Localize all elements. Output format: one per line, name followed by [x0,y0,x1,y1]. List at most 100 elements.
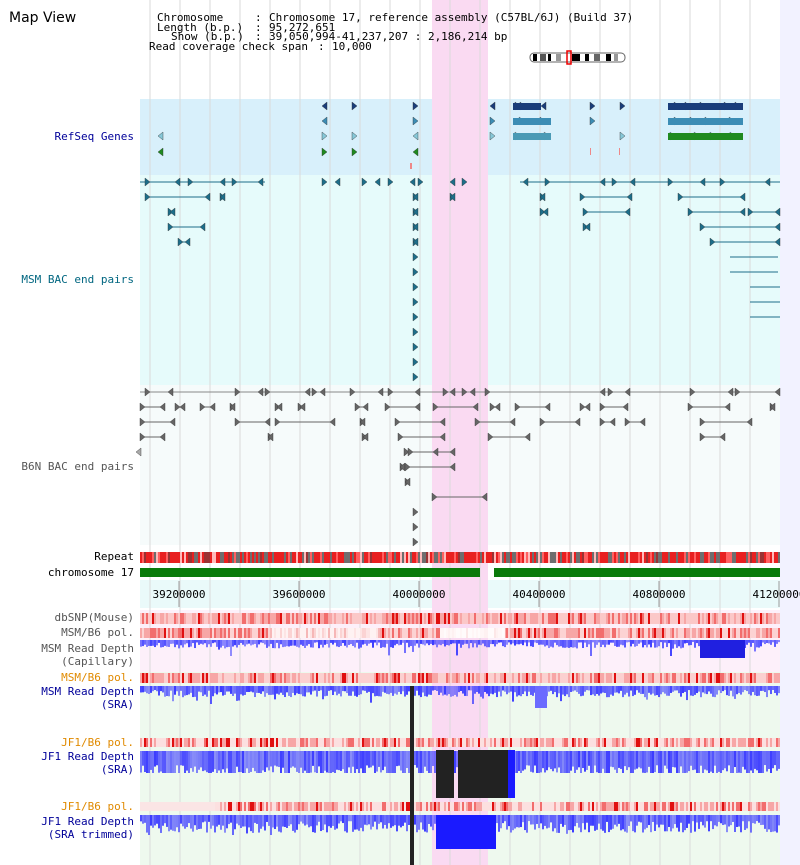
polymorphism-cell [230,802,232,811]
polymorphism-cell [778,802,780,811]
repeat-segment [472,552,474,563]
read-depth-bar [604,751,606,773]
read-depth-bar [172,751,174,773]
polymorphism-cell [586,628,588,638]
polymorphism-cell [640,738,642,747]
read-depth-bar [162,815,164,826]
repeat-segment [230,552,232,563]
polymorphism-cell [228,673,230,683]
repeat-segment [260,552,262,563]
feature-arrow [727,387,734,397]
polymorphism-cell [450,802,452,811]
polymorphism-cell [690,802,692,811]
polymorphism-cell [478,738,480,747]
b6n-bac-track[interactable] [135,387,781,547]
read-depth-bar [248,751,250,773]
polymorphism-tracks[interactable] [140,613,780,811]
read-depth-bar [596,751,598,773]
polymorphism-cell [244,738,246,747]
polymorphism-cell [446,738,448,747]
read-depth-bar [218,686,220,693]
repeat-segment [618,552,620,563]
read-depth-bar [590,751,592,773]
ideogram-band [540,54,546,61]
polymorphism-cell [738,673,740,683]
polymorphism-cell [294,613,296,624]
right-gutter [780,0,800,865]
polymorphism-cell [410,628,412,638]
read-depth-bar [156,751,158,766]
bac-end [159,402,166,412]
read-depth-bar [482,686,484,699]
polymorphism-cell [432,802,434,811]
polymorphism-cell [436,628,438,638]
polymorphism-cell [526,673,528,683]
polymorphism-cell [542,673,544,683]
read-depth-bar [550,686,552,691]
polymorphism-cell [224,738,226,747]
polymorphism-cell [468,738,470,747]
feature-arrow [231,177,238,187]
polymorphism-cell [152,673,154,683]
feature-arrow [461,177,468,187]
polymorphism-cell [296,613,298,624]
read-depth-bar [564,640,566,648]
polymorphism-cell [380,673,382,683]
polymorphism-cell [328,738,330,747]
polymorphism-cell [312,738,314,747]
polymorphism-cell [712,613,714,624]
read-depth-bar [588,686,590,691]
repeat-segment [276,552,278,563]
coverage-key: Read coverage check span [149,40,308,53]
read-depth-bar [298,751,300,773]
polymorphism-cell [368,802,370,811]
read-depth-bar [674,686,676,691]
bac-end [234,417,241,427]
polymorphism-cell [294,738,296,747]
read-depth-bar [308,815,310,828]
read-depth-bar [254,640,256,644]
read-depth-bar [154,686,156,691]
feature-arrow [257,387,264,397]
polymorphism-cell [720,673,722,683]
read-depth-bar [770,751,772,773]
polymorphism-cell [716,738,718,747]
polymorphism-cell [546,738,548,747]
polymorphism-cell [744,802,746,811]
chromosome-ideogram[interactable] [529,50,626,65]
polymorphism-cell [258,738,260,747]
read-depth-bar [736,815,738,827]
repeat-segment [432,552,434,563]
read-depth-bar [616,751,618,773]
polymorphism-cell [362,802,364,811]
read-depth-bar [428,751,430,773]
read-depth-bar [616,815,618,827]
bac-end [539,417,546,427]
length-key: Length (b.p.) [157,21,244,34]
read-depth-bar [708,815,710,832]
read-depth-bar [554,815,556,829]
polymorphism-cell [490,613,492,624]
read-depth-tracks[interactable] [140,640,780,865]
read-depth-bar [600,640,602,648]
polymorphism-cell [754,673,756,683]
polymorphism-cell [562,673,564,683]
read-depth-bar [584,686,586,692]
read-depth-bar [762,686,764,691]
refseq-genes-track[interactable] [157,101,743,169]
read-depth-bar [426,751,428,771]
polymorphism-cell [264,738,266,747]
read-depth-bar [384,686,386,693]
read-depth-bar [244,751,246,773]
polymorphism-cell [520,802,522,811]
chromosome-track[interactable] [140,568,780,577]
label-jf1-depth-trim-1: JF1 Read Depth [41,815,134,828]
repeat-track[interactable] [140,552,780,563]
polymorphism-cell [404,673,406,683]
polymorphism-cell [288,673,290,683]
polymorphism-cell [350,673,352,683]
msm-bac-track[interactable] [140,177,781,382]
bac-end [609,417,616,427]
polymorphism-cell [538,628,540,638]
